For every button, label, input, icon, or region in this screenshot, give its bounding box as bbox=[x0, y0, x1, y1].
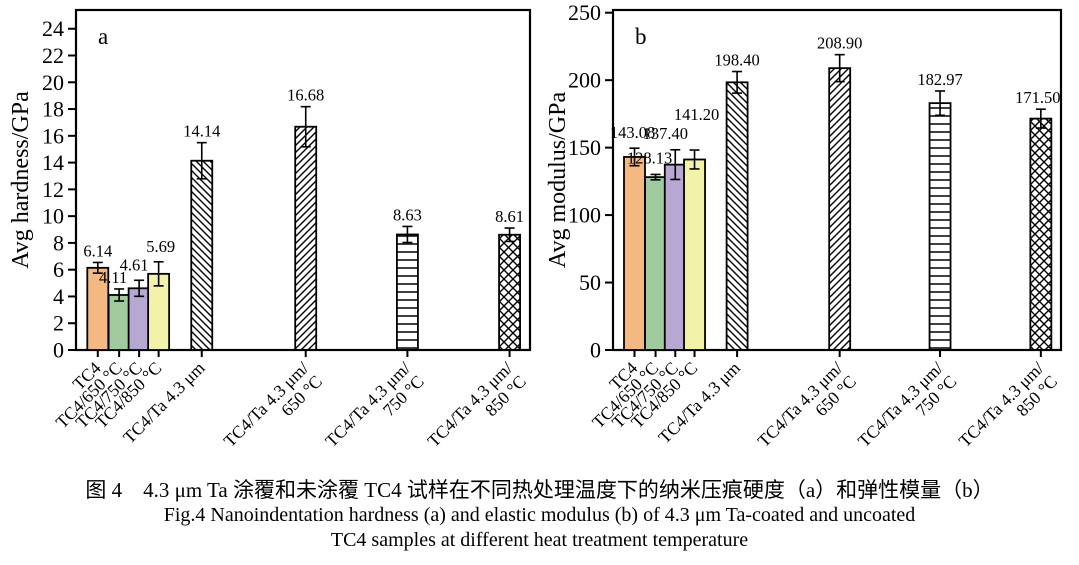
bar-value-label: 198.40 bbox=[714, 51, 759, 70]
caption-chinese: 图 4 4.3 μm Ta 涂覆和未涂覆 TC4 试样在不同热处理温度下的纳米压… bbox=[85, 478, 994, 502]
y-axis-title: Avg modulus/GPa bbox=[545, 92, 571, 269]
y-axis-tick-label: 24 bbox=[42, 16, 64, 41]
bar-value-label: 14.14 bbox=[183, 122, 220, 141]
bar-value-label: 182.97 bbox=[917, 70, 962, 89]
bar-value-label: 6.14 bbox=[83, 241, 112, 260]
bar bbox=[663, 163, 687, 351]
bar-value-label: 171.50 bbox=[1015, 88, 1060, 107]
y-axis-tick-label: 18 bbox=[42, 97, 64, 122]
bar-value-label: 4.11 bbox=[99, 268, 127, 287]
y-axis-title: Avg hardness/GPa bbox=[8, 91, 34, 269]
y-axis-tick-label: 20 bbox=[42, 70, 64, 95]
x-category-label: TC4/Ta 4.3 μm/750 °C bbox=[321, 358, 428, 465]
bar-value-label: 5.69 bbox=[146, 237, 175, 256]
bar bbox=[828, 67, 852, 351]
y-axis-tick-label: 4 bbox=[53, 284, 64, 309]
bar bbox=[1029, 117, 1053, 351]
x-category-label: TC4/Ta 4.3 μm/850 °C bbox=[423, 358, 530, 465]
caption-english-line2: TC4 samples at different heat treatment … bbox=[330, 529, 749, 551]
y-axis-tick-label: 12 bbox=[42, 177, 64, 202]
panel-label: a bbox=[98, 24, 108, 49]
bar-value-label: 141.20 bbox=[674, 105, 719, 124]
y-axis-tick-label: 22 bbox=[42, 43, 64, 68]
y-axis-tick-label: 250 bbox=[568, 0, 601, 25]
chart-panel-b: 0 50 100 150 200 250 Avg modulus/GPa b 143.08 TC4… bbox=[545, 0, 1063, 465]
bar bbox=[725, 81, 749, 351]
bar-value-label: 137.40 bbox=[643, 124, 688, 143]
y-axis-tick-label: 2 bbox=[53, 311, 64, 336]
bar bbox=[294, 125, 318, 351]
bar bbox=[396, 233, 419, 351]
y-axis-tick-label: 0 bbox=[53, 338, 64, 363]
bar bbox=[127, 287, 151, 351]
panel-label: b bbox=[635, 24, 647, 49]
bar bbox=[928, 102, 952, 351]
bar-value-label: 16.68 bbox=[287, 86, 324, 105]
x-category-label: TC4/Ta 4.3 μm/850 °C bbox=[955, 358, 1062, 465]
bar bbox=[498, 233, 521, 351]
bar bbox=[107, 294, 131, 351]
bar bbox=[623, 156, 646, 351]
bar-value-label: 128.13 bbox=[627, 148, 672, 167]
y-axis-tick-label: 14 bbox=[42, 150, 64, 175]
caption-english-line1: Fig.4 Nanoindentation hardness (a) and e… bbox=[163, 504, 916, 526]
y-axis-tick-label: 100 bbox=[568, 203, 601, 228]
y-axis-tick-label: 0 bbox=[590, 338, 601, 363]
x-category-label: TC4/Ta 4.3 μm/650 °C bbox=[753, 358, 860, 465]
y-axis-tick-label: 150 bbox=[568, 135, 601, 160]
bar-value-label: 143.08 bbox=[610, 123, 655, 142]
bar-value-label: 8.63 bbox=[393, 205, 422, 224]
y-axis-tick-label: 200 bbox=[568, 68, 601, 93]
bar bbox=[644, 176, 667, 351]
bar bbox=[190, 159, 214, 351]
y-axis-tick-label: 8 bbox=[53, 230, 64, 255]
y-axis-tick-label: 50 bbox=[579, 270, 601, 295]
y-axis-tick-label: 16 bbox=[42, 123, 64, 148]
x-category-label: TC4/Ta 4.3 μm/750 °C bbox=[854, 358, 961, 465]
bar bbox=[683, 158, 706, 351]
y-axis-tick-label: 10 bbox=[42, 204, 64, 229]
bar-value-label: 208.90 bbox=[817, 34, 862, 53]
x-category-label: TC4/Ta 4.3 μm/650 °C bbox=[219, 358, 326, 465]
figure-caption: 图 4 4.3 μm Ta 涂覆和未涂覆 TC4 试样在不同热处理温度下的纳米压… bbox=[0, 477, 1079, 553]
bar-value-label: 4.61 bbox=[120, 255, 149, 274]
y-axis-tick-label: 6 bbox=[53, 257, 64, 282]
bar-value-label: 8.61 bbox=[495, 207, 524, 226]
